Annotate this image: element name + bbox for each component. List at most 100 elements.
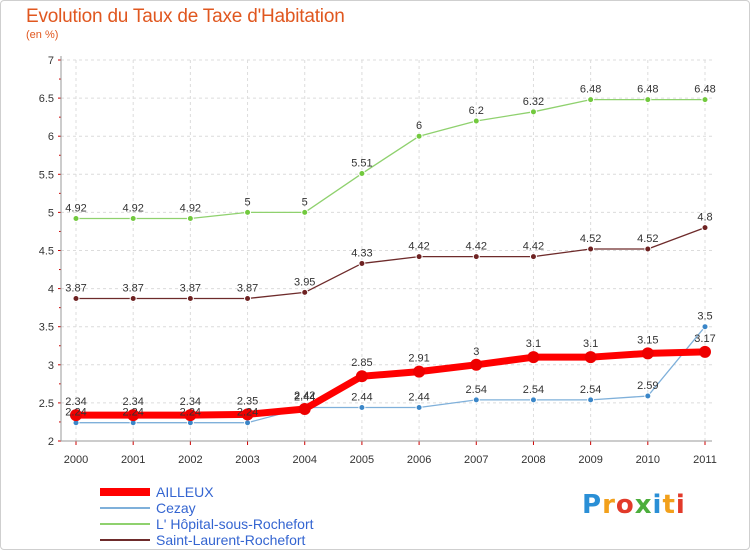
data-label: 3.87 xyxy=(65,283,86,295)
y-tick-label: 3 xyxy=(48,360,54,372)
series-line xyxy=(72,348,709,419)
data-point xyxy=(244,295,252,303)
data-label: 2.24 xyxy=(237,407,258,419)
data-point xyxy=(701,96,709,104)
x-tick-label: 2011 xyxy=(693,454,717,466)
logo-letter: t xyxy=(662,490,676,520)
x-tick-label: 2009 xyxy=(578,454,602,466)
legend: AILLEUX Cezay L' Hôpital-sous-Rochefort Sai… xyxy=(100,484,314,548)
logo-letter: i xyxy=(652,490,663,520)
data-label: 2.54 xyxy=(466,384,487,396)
data-label: 5.51 xyxy=(351,158,372,170)
data-point xyxy=(129,295,137,303)
data-point xyxy=(644,96,652,104)
data-label: 4.42 xyxy=(523,241,544,253)
data-label: 3.87 xyxy=(122,283,143,295)
proxiti-logo: Proxiti xyxy=(582,490,686,520)
legend-item: AILLEUX xyxy=(100,484,314,500)
data-label: 5 xyxy=(302,196,308,208)
data-label: 3.87 xyxy=(237,283,258,295)
data-label: 2.54 xyxy=(523,384,544,396)
legend-item: Cezay xyxy=(100,500,314,516)
legend-label: L' Hôpital-sous-Rochefort xyxy=(156,516,314,532)
y-tick-label: 6.5 xyxy=(39,93,54,105)
data-label: 2.34 xyxy=(122,396,143,408)
y-tick-label: 4.5 xyxy=(39,246,54,258)
data-label: 3.1 xyxy=(583,338,598,350)
data-label: 2.44 xyxy=(351,391,372,403)
data-label: 4.42 xyxy=(466,241,487,253)
data-label: 6.48 xyxy=(694,84,715,96)
data-label: 2.35 xyxy=(237,395,258,407)
data-point xyxy=(358,403,366,411)
legend-label: Saint-Laurent-Rochefort xyxy=(156,532,306,548)
x-tick-label: 2010 xyxy=(636,454,660,466)
data-label: 6.32 xyxy=(523,96,544,108)
data-label: 2.34 xyxy=(180,396,201,408)
data-label: 2.44 xyxy=(408,391,429,403)
data-label: 2.91 xyxy=(408,353,429,365)
data-point xyxy=(584,351,597,364)
series-line xyxy=(75,326,706,424)
data-label: 3.1 xyxy=(526,338,541,350)
y-tick-label: 2.5 xyxy=(39,398,54,410)
data-point xyxy=(72,214,80,222)
data-point xyxy=(355,370,368,383)
data-point xyxy=(472,253,480,261)
data-point xyxy=(529,253,537,261)
series-line xyxy=(75,98,706,220)
data-labels: 4.92 4.92 4.92 5 5 5.51 6 6.2 6.32 6.48 6.48 6.48 3.… xyxy=(65,84,715,419)
chart-title: Evolution du Taux de Taxe d'Habitation xyxy=(26,6,345,27)
data-point xyxy=(529,108,537,116)
data-label: 4.33 xyxy=(351,247,372,259)
data-label: 3.87 xyxy=(180,283,201,295)
data-point xyxy=(641,347,654,360)
legend-label: Cezay xyxy=(156,500,196,516)
x-tick-label: 2001 xyxy=(121,454,145,466)
logo-letter: x xyxy=(634,490,653,520)
data-label: 2.24 xyxy=(65,407,86,419)
data-point xyxy=(70,409,82,422)
legend-swatch xyxy=(100,523,150,525)
data-point xyxy=(186,214,194,222)
data-point xyxy=(358,170,366,178)
data-point xyxy=(301,208,309,216)
legend-swatch xyxy=(100,507,150,509)
data-point xyxy=(244,419,252,427)
data-point xyxy=(301,288,309,296)
data-label: 3.15 xyxy=(637,334,658,346)
logo-letter: r xyxy=(602,490,616,520)
data-point xyxy=(186,295,194,303)
data-point xyxy=(415,403,423,411)
y-tick-label: 6 xyxy=(48,131,54,143)
data-label: 4.92 xyxy=(180,202,201,214)
x-tick-label: 2002 xyxy=(178,454,202,466)
x-tick-label: 2003 xyxy=(235,454,259,466)
data-point xyxy=(644,392,652,400)
data-point xyxy=(529,396,537,404)
y-tick-label: 5.5 xyxy=(39,169,54,181)
legend-label: AILLEUX xyxy=(156,484,214,500)
data-point xyxy=(701,224,709,232)
data-label: 2.42 xyxy=(294,390,315,402)
data-label: 2.24 xyxy=(122,407,143,419)
x-tick-label: 2007 xyxy=(464,454,488,466)
grid-lines xyxy=(61,59,712,442)
data-label: 3.17 xyxy=(694,333,715,345)
data-label: 4.52 xyxy=(637,233,658,245)
data-point xyxy=(587,96,595,104)
axes: 2 2.5 3 3.5 4 4.5 5 5.5 6 6.5 7 2000 2001 2002 2003 200… xyxy=(39,55,717,466)
data-point xyxy=(587,245,595,253)
y-tick-label: 5 xyxy=(48,207,54,219)
data-label: 6.48 xyxy=(580,84,601,96)
data-label: 4.92 xyxy=(65,202,86,214)
data-label: 6 xyxy=(416,120,422,132)
x-tick-label: 2005 xyxy=(350,454,374,466)
chart-subtitle: (en %) xyxy=(26,29,59,41)
x-tick-label: 2004 xyxy=(292,454,316,466)
data-label: 2.59 xyxy=(637,380,658,392)
y-tick-label: 2 xyxy=(48,436,54,448)
data-label: 4.8 xyxy=(697,212,712,224)
data-point xyxy=(241,408,254,421)
